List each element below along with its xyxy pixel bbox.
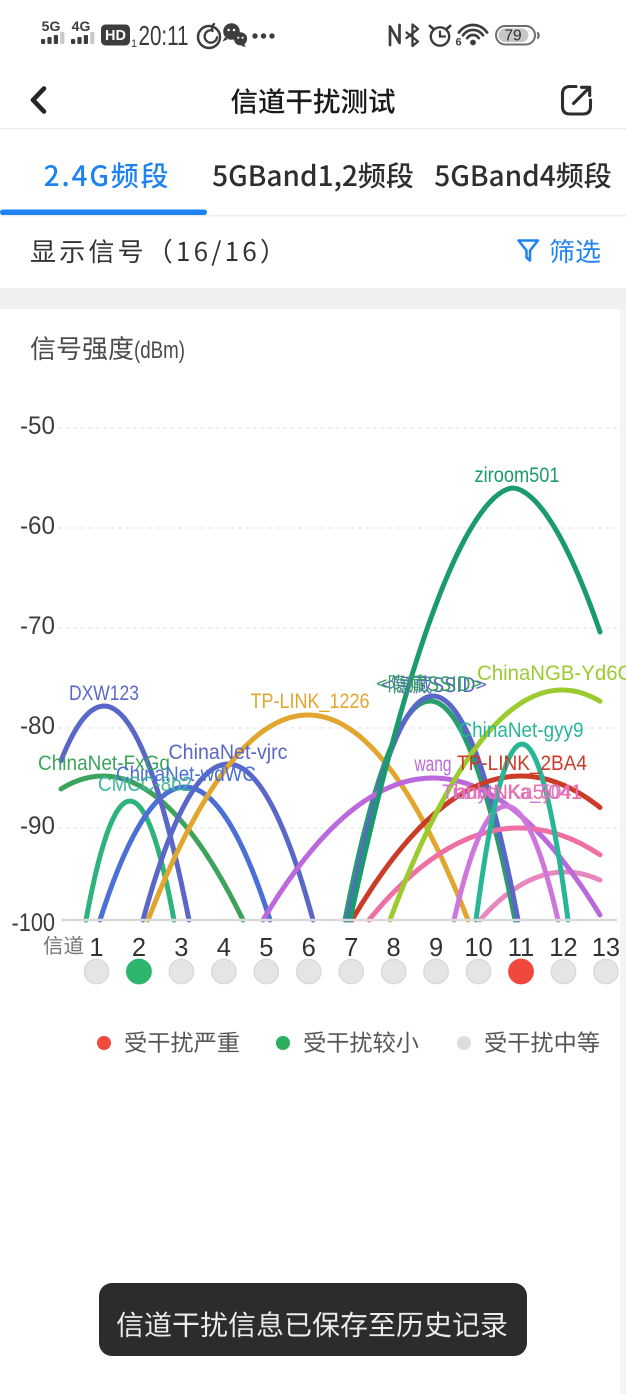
svg-text:hbbtNKa5j041: hbbtNKa5j041 xyxy=(454,780,582,804)
svg-text:ChinaNet-vjrc: ChinaNet-vjrc xyxy=(169,740,288,764)
svg-text:wang: wang xyxy=(414,752,452,776)
svg-text:ziroom501: ziroom501 xyxy=(475,463,560,487)
svg-text:TP-LINK_2BA4: TP-LINK_2BA4 xyxy=(457,751,587,775)
svg-text:9: 9 xyxy=(429,934,443,962)
svg-text:CMCC-8b2: CMCC-8b2 xyxy=(98,772,192,796)
svg-text:-90: -90 xyxy=(20,812,55,840)
svg-text:10: 10 xyxy=(464,934,492,962)
svg-text:(dBm): (dBm) xyxy=(134,337,185,364)
svg-text:6: 6 xyxy=(302,934,316,962)
svg-text:-70: -70 xyxy=(20,612,55,640)
svg-text:12: 12 xyxy=(549,934,577,962)
svg-text:7: 7 xyxy=(344,934,358,962)
svg-text:20:11: 20:11 xyxy=(139,20,189,51)
svg-text:TianyouKa_5041: TianyouKa_5041 xyxy=(442,780,582,804)
svg-text:79: 79 xyxy=(504,28,521,45)
svg-text:5G: 5G xyxy=(42,18,61,34)
svg-text:ChinaNGB-Yd6Cw: ChinaNGB-Yd6Cw xyxy=(477,661,626,685)
svg-text:4: 4 xyxy=(217,934,231,962)
svg-text:-50: -50 xyxy=(20,412,55,440)
svg-text:1: 1 xyxy=(131,38,137,50)
svg-text:13: 13 xyxy=(592,934,620,962)
svg-text:5: 5 xyxy=(259,934,273,962)
svg-text:ChinaNet-FxGq: ChinaNet-FxGq xyxy=(38,751,170,775)
svg-text:2: 2 xyxy=(132,934,146,962)
svg-text:3: 3 xyxy=(174,934,188,962)
svg-text:HD: HD xyxy=(105,28,126,44)
svg-text:ChinaNet-wdWC: ChinaNet-wdWC xyxy=(116,762,256,786)
svg-text:-80: -80 xyxy=(20,712,55,740)
svg-text:TP-LINK_1226: TP-LINK_1226 xyxy=(251,689,370,713)
svg-text:6: 6 xyxy=(455,37,461,49)
svg-text:4G: 4G xyxy=(72,18,91,34)
svg-text:11: 11 xyxy=(508,934,534,962)
svg-text:-60: -60 xyxy=(20,512,55,540)
svg-text:-100: -100 xyxy=(12,909,56,937)
svg-text:8: 8 xyxy=(387,934,401,962)
svg-text:1: 1 xyxy=(89,934,103,962)
svg-text:DXW123: DXW123 xyxy=(69,681,139,705)
svg-text:ChinaNet-gyy9: ChinaNet-gyy9 xyxy=(459,718,584,742)
